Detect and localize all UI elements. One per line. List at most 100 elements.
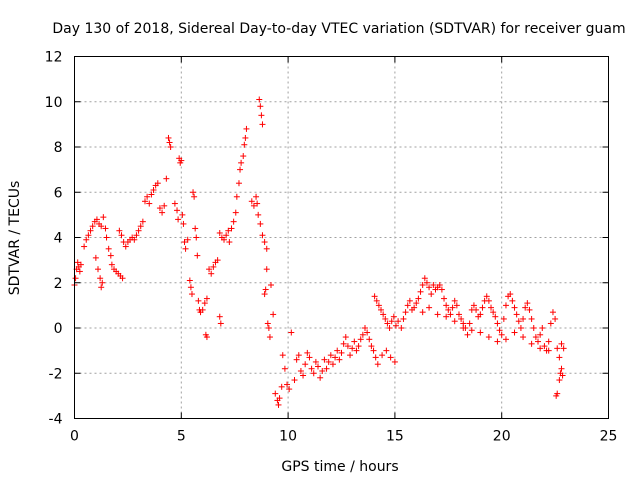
data-point: [507, 291, 514, 298]
data-point: [203, 295, 210, 302]
data-point: [161, 202, 168, 209]
data-point: [368, 343, 375, 350]
data-point: [509, 297, 516, 304]
data-point: [94, 266, 101, 273]
data-point: [263, 266, 270, 273]
data-point: [240, 153, 247, 160]
data-point: [83, 236, 90, 243]
data-point: [528, 340, 535, 347]
data-point: [329, 361, 336, 368]
data-point: [558, 340, 565, 347]
data-point: [221, 236, 228, 243]
data-point: [528, 315, 535, 322]
data-point: [502, 336, 509, 343]
data-point: [262, 286, 269, 293]
data-point: [97, 275, 104, 282]
data-point: [191, 193, 198, 200]
data-point: [181, 239, 188, 246]
data-point: [378, 306, 385, 313]
data-point: [445, 306, 452, 313]
data-point: [163, 175, 170, 182]
data-point: [293, 356, 300, 363]
data-point: [233, 193, 240, 200]
data-point: [477, 311, 484, 318]
data-point: [496, 327, 503, 334]
data-point: [131, 236, 138, 243]
data-point: [179, 211, 186, 218]
data-point: [547, 320, 554, 327]
data-point: [383, 347, 390, 354]
data-point: [141, 198, 148, 205]
data-point: [216, 313, 223, 320]
data-point: [295, 352, 302, 359]
data-point: [266, 334, 273, 341]
y-tick-label: -2: [49, 366, 63, 382]
data-point: [379, 352, 386, 359]
data-point: [361, 325, 368, 331]
data-point: [102, 225, 109, 232]
data-point: [107, 252, 114, 259]
data-point: [310, 370, 317, 377]
data-point: [470, 302, 477, 309]
data-point: [279, 352, 286, 359]
data-point: [488, 304, 495, 311]
y-tick-label: 12: [45, 50, 63, 66]
data-point: [190, 189, 197, 196]
data-point: [259, 121, 266, 128]
data-point: [81, 243, 88, 250]
data-point: [384, 320, 391, 327]
data-point: [144, 193, 151, 200]
data-point: [554, 345, 561, 352]
data-point: [321, 356, 328, 363]
x-tick-label: 0: [70, 429, 79, 445]
data-point: [232, 209, 239, 216]
data-point: [302, 361, 309, 368]
data-point: [421, 275, 428, 282]
data-point: [312, 358, 319, 365]
data-point: [359, 331, 366, 338]
data-point: [430, 282, 437, 289]
data-point: [265, 325, 272, 331]
data-point: [238, 159, 245, 166]
data-point: [214, 257, 221, 264]
data-point: [286, 386, 293, 393]
data-point: [355, 343, 362, 350]
data-point: [532, 334, 539, 341]
data-point: [417, 288, 424, 295]
data-point: [241, 141, 248, 148]
data-point: [76, 268, 83, 275]
data-point: [243, 125, 250, 132]
data-point: [308, 365, 315, 372]
data-point: [257, 103, 264, 110]
data-point: [180, 220, 187, 227]
data-point: [137, 223, 144, 230]
data-point: [192, 225, 199, 232]
data-point: [511, 304, 518, 311]
data-point: [460, 325, 467, 331]
data-point: [336, 356, 343, 363]
data-point: [530, 325, 537, 331]
data-point: [237, 166, 244, 173]
data-point: [77, 261, 84, 268]
x-tick-label: 20: [493, 429, 511, 445]
data-point: [208, 270, 215, 277]
data-point: [284, 381, 291, 388]
data-point: [334, 347, 341, 354]
chart-title: Day 130 of 2018, Sidereal Day-to-day VTE…: [52, 21, 625, 37]
data-point: [373, 297, 380, 304]
data-point: [438, 286, 445, 293]
data-point: [552, 315, 559, 322]
data-point: [100, 214, 107, 221]
data-point: [549, 309, 556, 316]
data-point: [85, 232, 92, 239]
data-point: [517, 325, 524, 331]
data-point: [182, 245, 189, 252]
data-point: [347, 352, 354, 359]
data-point: [558, 365, 565, 372]
x-tick-label: 10: [279, 429, 297, 445]
data-point: [156, 205, 163, 212]
data-point: [419, 309, 426, 316]
x-tick-labels: 0 5 10 15 20 25: [70, 429, 617, 445]
data-point: [319, 367, 326, 374]
data-point: [468, 327, 475, 334]
